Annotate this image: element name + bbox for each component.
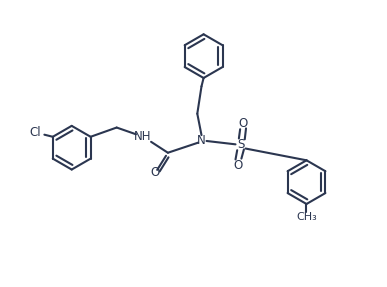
- Text: O: O: [238, 117, 247, 130]
- Text: Cl: Cl: [29, 126, 41, 139]
- Text: CH₃: CH₃: [296, 212, 317, 222]
- Text: NH: NH: [134, 130, 151, 143]
- Text: O: O: [151, 166, 160, 179]
- Text: N: N: [197, 135, 206, 148]
- Text: O: O: [233, 159, 243, 172]
- Text: S: S: [238, 138, 245, 151]
